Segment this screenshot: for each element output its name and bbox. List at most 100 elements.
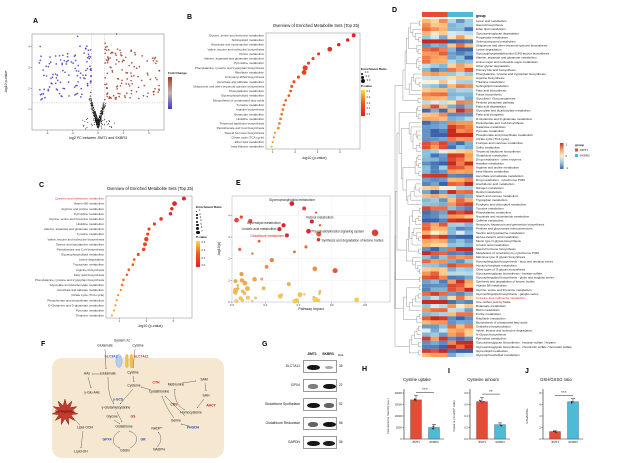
panelJ-title: GSH/GSSG ratio: [540, 377, 572, 382]
volcano-axes: -4 -2 0 2 4 1 2 3 4: [28, 33, 165, 135]
svg-text:Thiamine metabolism: Thiamine metabolism: [76, 314, 105, 318]
panelB-title: Overview of Enriched Metabolite Sets (To…: [272, 23, 360, 28]
panel-label-A: A: [33, 18, 39, 25]
blot-label: SLC7A11: [285, 363, 300, 368]
ferroptosis-pathway-diagram: Glutamate System Xc⁻ Cystine SLC3A2 SLC7A11 C…: [30, 336, 262, 463]
svg-text:Amino sugar and nucleotide sug: Amino sugar and nucleotide sugar metabol…: [476, 60, 539, 64]
pathway-impact-plot: 0.0 0.2 0.4 0.6 0.8 0 1 2 3 4 Glycerophospholipid …: [228, 195, 391, 307]
pathway-node: γ-Glutamylcysteine: [101, 405, 131, 410]
svg-text:Phenylalanine, tyrosine and tr: Phenylalanine, tyrosine and tryptophan b…: [35, 278, 105, 282]
panelH-title: Cystine uptake: [403, 377, 431, 382]
svg-text:0.8: 0.8: [363, 303, 367, 307]
svg-text:Pyrimidine metabolism: Pyrimidine metabolism: [74, 212, 105, 216]
blot-kda: 56: [339, 420, 343, 425]
volcano-legend: Fold Change: [168, 71, 194, 109]
pathway-node: CTH: [152, 380, 160, 385]
svg-text:Phenylalanine metabolism: Phenylalanine metabolism: [476, 210, 512, 214]
blot-label: GPX4: [290, 382, 300, 387]
pathway-node: PHGDH: [186, 425, 200, 430]
svg-text:Phenylalanine, tyrosine and tr: Phenylalanine, tyrosine and tryptophan b…: [476, 72, 546, 76]
blot-strip: [303, 398, 337, 411]
blot-kda: 22: [339, 382, 343, 387]
svg-text:Alanine, aspartate and glutama: Alanine, aspartate and glutamate metabol…: [476, 56, 537, 60]
legend-size-row: 2: [196, 213, 226, 217]
cystine-uptake-barchart: 0 5000 10000 15000 20000 JIMT1 SKBR3 *** Fluores…: [386, 387, 444, 444]
svg-text:0: 0: [400, 437, 402, 441]
blot-kda: 36: [339, 439, 343, 444]
svg-text:JIMT1: JIMT1: [580, 148, 589, 152]
svg-text:Glycine, serine and threonine: Glycine, serine and threonine metabolism: [49, 217, 105, 221]
svg-text:6: 6: [539, 402, 541, 406]
svg-text:JIMT1: JIMT1: [412, 440, 420, 444]
panel-label-I: I: [448, 368, 450, 375]
svg-text:Inositol phosphate metabolism: Inositol phosphate metabolism: [476, 263, 517, 267]
svg-text:4: 4: [228, 213, 230, 217]
svg-text:Riboflavin metabolism: Riboflavin metabolism: [476, 316, 506, 320]
svg-text:Ether lipid metabolism: Ether lipid metabolism: [235, 140, 265, 144]
svg-text:Fluorescence Intensity (a.u.): Fluorescence Intensity (a.u.): [386, 398, 390, 433]
svg-text:Glyoxylate and dicarboxylate m: Glyoxylate and dicarboxylate metabolism: [50, 283, 105, 287]
svg-text:0: 0: [97, 131, 99, 135]
svg-text:Vitamin B6 metabolism: Vitamin B6 metabolism: [74, 202, 105, 206]
blot-label: Glutathione Synthetase: [264, 401, 300, 406]
svg-text:Taurine and hypotaurine metabo: Taurine and hypotaurine metabolism: [56, 242, 105, 246]
svg-text:Ascorbate and aldarate metabol: Ascorbate and aldarate metabolism: [476, 174, 524, 178]
svg-text:2: 2: [294, 150, 296, 154]
svg-text:Riboflavin metabolism: Riboflavin metabolism: [235, 70, 265, 74]
svg-text:beta-Alanine metabolism: beta-Alanine metabolism: [231, 145, 265, 149]
svg-text:Drug metabolism - cytochrome P: Drug metabolism - cytochrome P450: [476, 178, 525, 182]
svg-text:Taurine and hypotaurine metabo: Taurine and hypotaurine metabolism: [476, 231, 525, 235]
svg-text:2: 2: [228, 257, 230, 261]
svg-text:1: 1: [272, 150, 274, 154]
svg-text:SKBR3: SKBR3: [429, 440, 439, 444]
blot-band: [306, 440, 320, 447]
blot-strip: [303, 436, 337, 449]
svg-text:Arginine and proline metabolis: Arginine and proline metabolism: [61, 207, 104, 211]
svg-text:D-Glutamine and D-glutamate me: D-Glutamine and D-glutamate metabolism: [48, 303, 105, 307]
svg-text:1: 1: [228, 278, 230, 282]
svg-text:8: 8: [539, 391, 541, 395]
svg-text:***: ***: [561, 390, 567, 395]
legend-size-row: 6: [196, 227, 226, 231]
pathway-node: Cystine: [127, 370, 139, 375]
svg-text:-4: -4: [46, 131, 49, 135]
panel-label-F: F: [41, 341, 46, 348]
panelB-legend: Enrichment Ratio 3.0 6.0 9.0 P-value 0.4 0.…: [361, 67, 395, 117]
pathway-node: Serine: [171, 418, 181, 423]
svg-text:Terpenoid backbone biosynthesi: Terpenoid backbone biosynthesis: [220, 122, 265, 126]
blot-band: [323, 403, 335, 408]
svg-text:Valine, leucine and isoleucine: Valine, leucine and isoleucine biosynthe…: [208, 47, 265, 51]
svg-text:1: 1: [119, 319, 121, 323]
svg-text:Vitamin B6 metabolism: Vitamin B6 metabolism: [476, 284, 507, 288]
legend-size-row: 3.0: [361, 72, 395, 75]
svg-text:Alanine, aspartate and glutama: Alanine, aspartate and glutamate metabol…: [204, 57, 265, 61]
svg-text:Glutathione metabolism: Glutathione metabolism: [476, 153, 508, 157]
svg-text:2: 2: [28, 86, 30, 90]
svg-text:Nicotinate and nicotinamide me: Nicotinate and nicotinamide metabolism: [476, 215, 530, 219]
svg-text:4: 4: [539, 414, 541, 418]
svg-text:4: 4: [339, 150, 341, 154]
svg-text:Phosphatidylinositol signaling: Phosphatidylinositol signaling system: [312, 229, 365, 233]
svg-text:Glycine, serine and threonine: Glycine, serine and threonine metabolism: [476, 288, 532, 292]
svg-text:Steroid hormone biosynthesis: Steroid hormone biosynthesis: [225, 131, 265, 135]
svg-text:Linoleic acid metabolism: Linoleic acid metabolism: [242, 227, 277, 231]
blot-label: GAPDH: [287, 439, 300, 444]
svg-text:Glycosphingolipid biosynthesis: Glycosphingolipid biosynthesis - ganglio…: [476, 292, 539, 296]
svg-text:0.6: 0.6: [330, 303, 334, 307]
pvalue-legend-title: P-value: [196, 235, 208, 240]
svg-text:0.6: 0.6: [464, 402, 468, 406]
svg-text:Synthesis and degradation of k: Synthesis and degradation of ketone bodi…: [321, 239, 383, 243]
heatmap-dendrogram: [394, 20, 421, 356]
cell-body: [52, 358, 224, 458]
svg-text:Sphingolipid metabolism: Sphingolipid metabolism: [476, 84, 509, 88]
svg-text:5000: 5000: [396, 425, 402, 429]
svg-text:Glycosphingolipid biosynthesis: Glycosphingolipid biosynthesis - globo a…: [476, 276, 554, 280]
svg-text:Pantothenate and CoA biosynthe: Pantothenate and CoA biosynthesis: [476, 121, 524, 125]
foldchange-gradient: [168, 76, 172, 109]
svg-text:Arginine biosynthesis: Arginine biosynthesis: [236, 108, 265, 112]
panel-label-J: J: [525, 368, 529, 375]
svg-text:Caffeine metabolism: Caffeine metabolism: [476, 219, 504, 223]
svg-text:Terpenoid backbone biosynthesi: Terpenoid backbone biosynthesis: [476, 149, 521, 153]
